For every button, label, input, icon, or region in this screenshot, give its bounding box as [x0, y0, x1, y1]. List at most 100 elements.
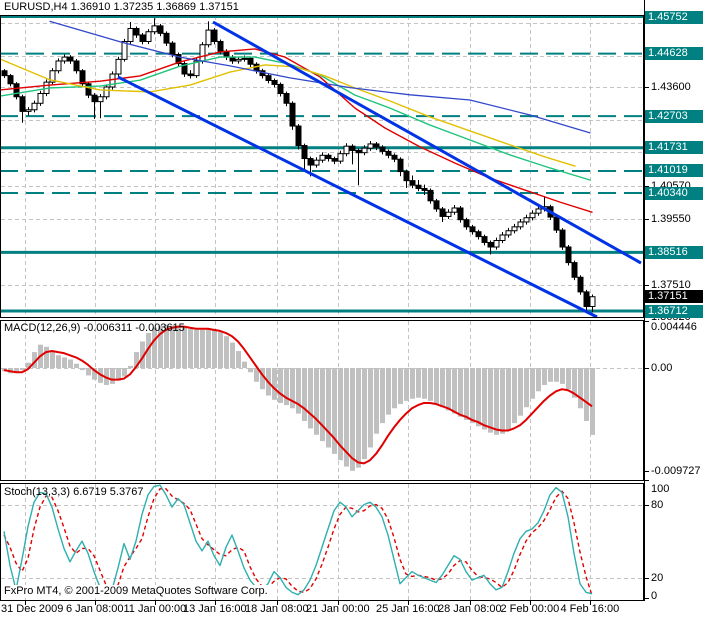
macd-bar — [584, 368, 589, 421]
time-scale[interactable]: 31 Dec 2009 6 Jan 08:00 11 Jan 00:00 13 Jan… — [0, 601, 703, 617]
macd-bar — [44, 346, 49, 368]
macd-bar — [350, 368, 355, 471]
candle-bull — [97, 96, 104, 103]
macd-bar — [356, 368, 361, 468]
candle-bear — [409, 180, 416, 186]
candle-bear — [577, 276, 584, 293]
candle-bull — [589, 296, 596, 308]
candles — [1, 18, 596, 313]
price-scale[interactable]: 1.45752 1.44628 1.43600 1.42703 1.41731 1.410… — [645, 0, 703, 601]
candle-bear — [301, 145, 308, 160]
macd-indicator-label: MACD(12,26,9) -0.006311 -0.003615 — [4, 322, 185, 334]
stoch-k-line — [3, 484, 593, 597]
macd-bar — [164, 324, 169, 368]
candle-bear — [217, 40, 224, 52]
channel-upper[interactable] — [212, 20, 642, 265]
candle-bull — [151, 25, 158, 33]
candle-bull — [205, 29, 212, 46]
candle-bear — [13, 83, 20, 98]
macd-bar — [122, 368, 127, 377]
candle-bear — [379, 146, 386, 152]
price-label: 1.38516 — [645, 245, 703, 259]
macd-bar — [518, 368, 523, 416]
macd-scale-label: 0.004446 — [651, 321, 697, 333]
macd-bar — [308, 368, 313, 429]
candle-bear — [19, 96, 26, 112]
macd-bar — [392, 368, 397, 409]
macd-bar — [530, 368, 535, 399]
macd-bar — [170, 325, 175, 368]
candle-bear — [463, 219, 470, 228]
macd-bar — [572, 368, 577, 398]
candle-bull — [523, 217, 530, 223]
macd-bar — [500, 368, 505, 434]
candle-bear — [265, 75, 272, 82]
candle-bear — [277, 83, 284, 95]
time-label: 18 Jan 08:00 — [245, 603, 309, 615]
macd-scale-label: 0.00 — [651, 362, 673, 374]
ma-yellow — [0, 58, 576, 167]
macd-bar — [488, 368, 493, 433]
candle-bear — [457, 207, 464, 221]
candle-bear — [421, 187, 428, 191]
candle-bull — [121, 40, 128, 60]
macd-bar — [470, 368, 475, 424]
candle-bull — [505, 230, 512, 236]
candle-bear — [553, 216, 560, 231]
candle-bull — [241, 57, 248, 60]
candle-bear — [139, 34, 146, 42]
macd-bar — [128, 365, 133, 368]
candle-bull — [337, 153, 344, 162]
candle-bear — [295, 125, 302, 147]
macd-bar — [476, 368, 481, 427]
macd-bar — [212, 329, 217, 368]
macd-bar — [158, 325, 163, 368]
candle-bull — [115, 58, 122, 75]
channel-lower[interactable] — [117, 75, 598, 319]
macd-bar — [110, 368, 115, 384]
macd-bar — [152, 327, 157, 368]
macd-bar — [458, 368, 463, 417]
macd-bar — [176, 326, 181, 368]
macd-bar — [542, 368, 547, 385]
candle-bear — [157, 25, 164, 34]
trendline-channel — [117, 20, 642, 319]
macd-bar — [248, 368, 253, 373]
macd-bar — [62, 357, 67, 368]
candle-bull — [445, 211, 452, 217]
macd-bar — [254, 368, 259, 382]
macd-bar — [314, 368, 319, 435]
candle-bull — [343, 145, 350, 155]
candle-bull — [31, 102, 38, 111]
macd-bar — [68, 359, 73, 368]
macd-bar — [428, 368, 433, 401]
macd-histogram — [2, 324, 595, 471]
macd-bar — [80, 368, 85, 371]
candle-bear — [469, 226, 476, 233]
candle-bull — [499, 234, 506, 242]
macd-bar — [242, 361, 247, 368]
candle-bull — [235, 58, 242, 62]
candle-bull — [55, 60, 62, 72]
stoch-scale-label: 0 — [651, 590, 658, 601]
macd-bar — [416, 368, 421, 398]
time-label: 4 Feb 16:00 — [560, 603, 620, 615]
candle-bear — [283, 93, 290, 104]
macd-bar — [332, 368, 337, 454]
macd-bar — [194, 329, 199, 368]
candle-bear — [559, 229, 566, 248]
macd-bar — [86, 368, 91, 376]
candle-bear — [349, 145, 356, 151]
candle-bear — [67, 56, 74, 62]
time-label: 25 Jan 16:00 — [376, 603, 440, 615]
price-label: 1.45752 — [645, 10, 703, 24]
macd-bar — [224, 336, 229, 368]
macd-bar — [404, 368, 409, 401]
macd-bar — [116, 368, 121, 381]
macd-bar — [560, 368, 565, 384]
candle-bear — [211, 29, 218, 42]
macd-bar — [278, 368, 283, 403]
candle-bull — [493, 240, 500, 248]
